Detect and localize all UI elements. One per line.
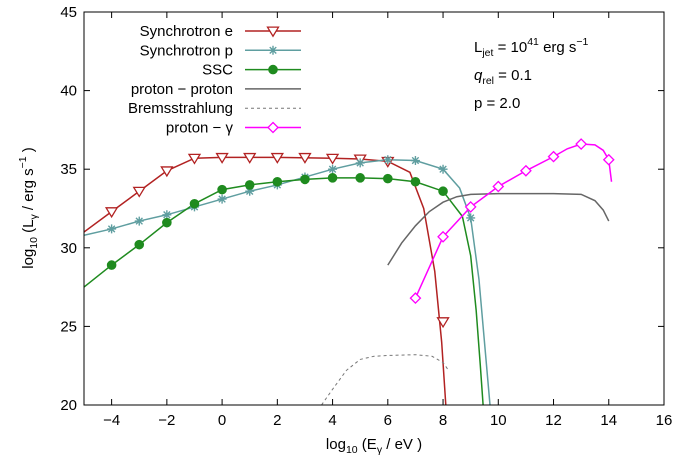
series-0-point-1 (132, 186, 146, 198)
x-tick-label: 2 (273, 412, 281, 429)
series-1-point-1 (134, 216, 144, 226)
series-0-point-3 (187, 153, 202, 165)
series-line-5 (414, 143, 613, 299)
series-layer (84, 143, 613, 405)
y-tick-label: 25 (60, 318, 77, 335)
series-2-point-7 (300, 174, 310, 185)
series-0-point-4 (215, 152, 229, 164)
x-tick-label: 8 (439, 412, 447, 429)
legend-label: Bremsstrahlung (128, 100, 233, 117)
series-0-point-8 (325, 153, 340, 165)
series-0-point-5 (243, 152, 257, 164)
x-tick-label: 6 (384, 412, 392, 429)
series-5-point-6 (575, 138, 588, 150)
series-1-point-11 (410, 156, 420, 166)
series-2-point-2 (162, 217, 172, 228)
y-tick-label: 20 (60, 397, 77, 414)
series-1-point-12 (438, 164, 448, 174)
series-2-point-6 (272, 176, 283, 187)
series-1-point-2 (162, 210, 172, 220)
series-5-point-0 (409, 292, 422, 305)
x-tick-label: 10 (490, 412, 507, 429)
y-axis-label: log10 (Lγ / erg s−1 ) (17, 147, 40, 269)
x-tick-label: −4 (103, 412, 120, 429)
legend-swatch-marker (268, 45, 278, 55)
series-0-point-7 (298, 152, 312, 164)
x-tick-label: −2 (158, 412, 175, 429)
series-2-point-0 (106, 260, 117, 270)
series-2-point-4 (217, 184, 227, 195)
annotation-p: p = 2.0 (474, 95, 520, 112)
marker-layer (104, 138, 615, 329)
series-5-point-2 (464, 201, 477, 213)
series-2-point-5 (244, 180, 255, 190)
legend-label: proton − proton (131, 81, 233, 98)
x-axis-label: log10 (Eγ / eV ) (326, 436, 422, 456)
series-1-point-8 (328, 164, 338, 174)
annotation-ljet: Ljet = 1041 erg s−1 (474, 36, 589, 59)
annotation-qrel: qrel = 0.1 (474, 67, 532, 87)
series-0-point-0 (104, 207, 119, 219)
series-line-1 (84, 159, 491, 405)
series-5-point-5 (547, 150, 560, 163)
series-1-point-5 (245, 186, 255, 196)
series-0-point-6 (270, 152, 284, 164)
series-2-point-10 (383, 173, 393, 184)
y-tick-label: 30 (60, 240, 77, 257)
legend-swatch-marker (268, 64, 278, 75)
x-tick-label: 4 (328, 412, 336, 429)
series-line-3 (387, 192, 610, 266)
series-1-point-9 (355, 158, 365, 168)
series-2-point-3 (189, 198, 200, 209)
series-line-4 (321, 354, 449, 405)
series-2-point-9 (355, 173, 365, 183)
legend-swatch-marker (267, 121, 279, 134)
series-1-point-4 (217, 194, 227, 204)
x-tick-label: 0 (218, 412, 226, 429)
plot-frame (83, 11, 665, 406)
series-1-point-0 (107, 224, 117, 234)
y-tick-label: 35 (60, 161, 77, 178)
x-tick-label: 14 (600, 412, 617, 429)
series-1-point-10 (383, 155, 393, 165)
legend-swatch-marker (266, 26, 280, 38)
series-5-point-7 (602, 153, 615, 166)
legend-label: Synchrotron p (140, 42, 233, 59)
legend-label: proton − γ (166, 120, 234, 137)
series-5-point-4 (519, 164, 532, 177)
x-tick-label: 12 (545, 412, 562, 429)
tick-layer: −4 −2 0 2 4 6 8 10 12 14 16 20 25 30 35 40 45 (60, 4, 672, 429)
series-line-2 (84, 177, 484, 405)
legend-label: Synchrotron e (140, 23, 233, 40)
series-5-point-1 (437, 230, 449, 243)
series-5-point-3 (492, 180, 505, 193)
series-2-point-8 (327, 173, 338, 183)
y-tick-label: 40 (60, 83, 77, 100)
y-tick-label: 45 (60, 4, 77, 21)
series-0-point-11 (436, 317, 450, 329)
series-2-point-11 (410, 176, 421, 187)
x-tick-label: 16 (656, 412, 673, 429)
series-0-point-2 (160, 166, 174, 178)
series-1-point-13 (466, 213, 476, 223)
legend-label: SSC (202, 62, 233, 79)
series-2-point-12 (438, 186, 448, 197)
series-2-point-1 (134, 239, 145, 250)
legend: Synchrotron e Synchrotron p SSC proton − pr… (128, 23, 301, 137)
